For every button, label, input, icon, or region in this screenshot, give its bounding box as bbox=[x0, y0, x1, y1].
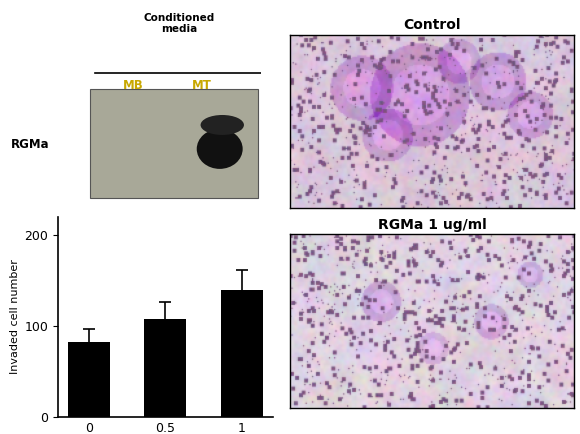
Bar bbox=[144, 319, 186, 417]
Y-axis label: Invaded cell number: Invaded cell number bbox=[10, 260, 20, 374]
Bar bbox=[68, 342, 110, 417]
Text: RGMa: RGMa bbox=[11, 138, 49, 151]
Title: RGMa 1 ug/ml: RGMa 1 ug/ml bbox=[378, 218, 487, 232]
Ellipse shape bbox=[201, 115, 244, 135]
Text: Conditioned
media: Conditioned media bbox=[144, 13, 215, 34]
Text: MB: MB bbox=[123, 79, 144, 92]
Text: MT: MT bbox=[193, 79, 212, 92]
FancyBboxPatch shape bbox=[90, 89, 259, 198]
Bar bbox=[221, 289, 263, 417]
Title: Control: Control bbox=[403, 18, 461, 32]
Ellipse shape bbox=[197, 129, 242, 169]
